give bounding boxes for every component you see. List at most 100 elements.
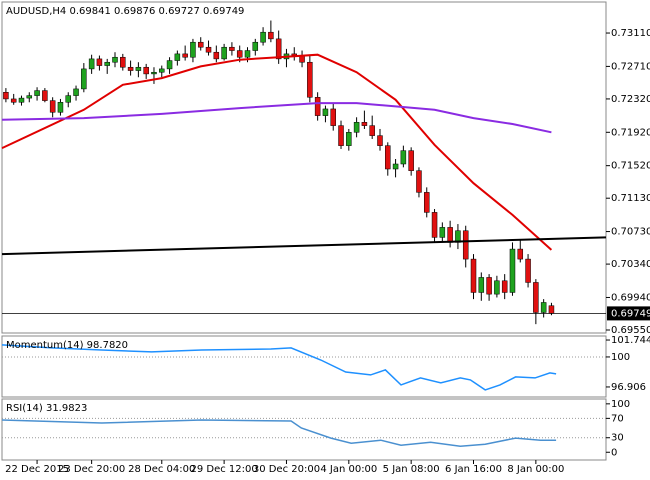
candle-body (439, 227, 446, 238)
candle-body (501, 280, 508, 293)
candle-body (96, 58, 103, 66)
candle-body (392, 163, 399, 170)
candle-body (73, 88, 79, 96)
panel-title: Momentum(14) 98.7820 (6, 340, 128, 351)
candle-body (205, 46, 212, 53)
candle-body (470, 258, 477, 293)
y-tick-label: 0 (611, 447, 617, 458)
candle-body (478, 277, 485, 293)
candle-body (34, 90, 40, 96)
candle-body (81, 68, 87, 90)
candle-body (314, 97, 321, 116)
y-tick-label: 101.7449 (611, 335, 650, 346)
candle-body (3, 92, 9, 100)
candle-body (268, 31, 274, 40)
panel-frame (1, 335, 607, 398)
y-tick-label: 0.72320 (611, 94, 650, 105)
candle-body (182, 53, 188, 58)
x-tick-label: 5 Jan 08:00 (383, 464, 440, 475)
candle-body (65, 95, 71, 103)
candle-body (369, 125, 375, 136)
last-price-label: 0.69749 (611, 308, 650, 319)
y-tick-label: 0.69550 (611, 325, 650, 336)
candle-body (26, 95, 33, 99)
candle-body (166, 60, 173, 70)
panel-title: RSI(14) 31.9823 (6, 403, 87, 414)
candle-body (307, 61, 313, 98)
x-tick-label: 4 Jan 00:00 (320, 464, 377, 475)
candle-body (517, 248, 524, 260)
candle-body (151, 71, 157, 75)
candle-body (88, 58, 95, 70)
candle-body (346, 132, 352, 146)
y-tick-label: 0.71920 (611, 127, 650, 138)
candle-body (252, 41, 259, 51)
y-tick-label: 0.69940 (611, 292, 650, 303)
x-tick-label: 30 Dec 20:00 (253, 464, 320, 475)
candle-body (494, 280, 500, 295)
y-tick-label: 0.71520 (611, 161, 650, 172)
indicator-line (1, 236, 607, 256)
candle-body (213, 51, 220, 60)
candle-body (462, 230, 469, 260)
y-tick-label: 100 (611, 352, 630, 363)
candle-body (197, 41, 204, 48)
candle-body (408, 150, 414, 171)
y-tick-label: 96.906 (611, 382, 646, 393)
candle-body (221, 46, 227, 60)
candle-body (159, 68, 165, 73)
candle-body (525, 258, 531, 283)
candle-body (533, 282, 539, 313)
candle-body (236, 50, 243, 58)
x-tick-label: 23 Dec 20:00 (58, 464, 125, 475)
candle-body (42, 90, 48, 101)
candle-body (322, 108, 329, 116)
y-tick-label: 30 (611, 433, 624, 444)
candle-body (400, 150, 407, 165)
candle-body (10, 98, 17, 103)
candle-body (174, 53, 181, 61)
x-tick-label: 6 Jan 16:00 (445, 464, 502, 475)
candle-body (18, 97, 25, 103)
last-price-box (607, 306, 650, 321)
panel-frame (1, 398, 607, 461)
candle-body (423, 192, 430, 213)
x-tick-label: 28 Dec 04:00 (128, 464, 195, 475)
indicator-line (1, 53, 553, 251)
candle-body (385, 145, 391, 170)
candle-body (57, 102, 64, 113)
y-tick-label: 0.70730 (611, 227, 650, 238)
candle-body (548, 305, 555, 314)
candle-body (338, 125, 344, 146)
candle-body (104, 61, 110, 66)
candle-body (416, 170, 422, 193)
candle-body (275, 38, 282, 60)
indicator-line (1, 344, 557, 391)
x-tick-label: 29 Dec 12:00 (190, 464, 257, 475)
y-tick-label: 70 (611, 413, 624, 424)
y-tick-label: 0.73110 (611, 28, 650, 39)
x-tick-label: 22 Dec 2015 (5, 464, 69, 475)
candle-body (120, 56, 126, 68)
candle-body (361, 122, 368, 126)
candle-body (353, 122, 360, 133)
indicator-line (1, 102, 552, 134)
indicator-line (1, 419, 557, 447)
y-tick-label: 0.72710 (611, 61, 650, 72)
candle-body (49, 100, 56, 113)
candle-body (229, 46, 235, 51)
candle-body (244, 50, 251, 58)
candle-body (260, 31, 266, 43)
candle-body (190, 41, 196, 58)
x-tick-label: 8 Jan 00:00 (507, 464, 564, 475)
candle-body (377, 135, 383, 146)
candle-body (330, 108, 336, 126)
candle-body (127, 66, 134, 71)
candle-body (143, 66, 149, 75)
candle-body (486, 277, 492, 295)
panel-frame (1, 1, 607, 334)
candle-body (540, 302, 547, 313)
candle-body (509, 248, 516, 293)
candle-body (112, 56, 118, 63)
